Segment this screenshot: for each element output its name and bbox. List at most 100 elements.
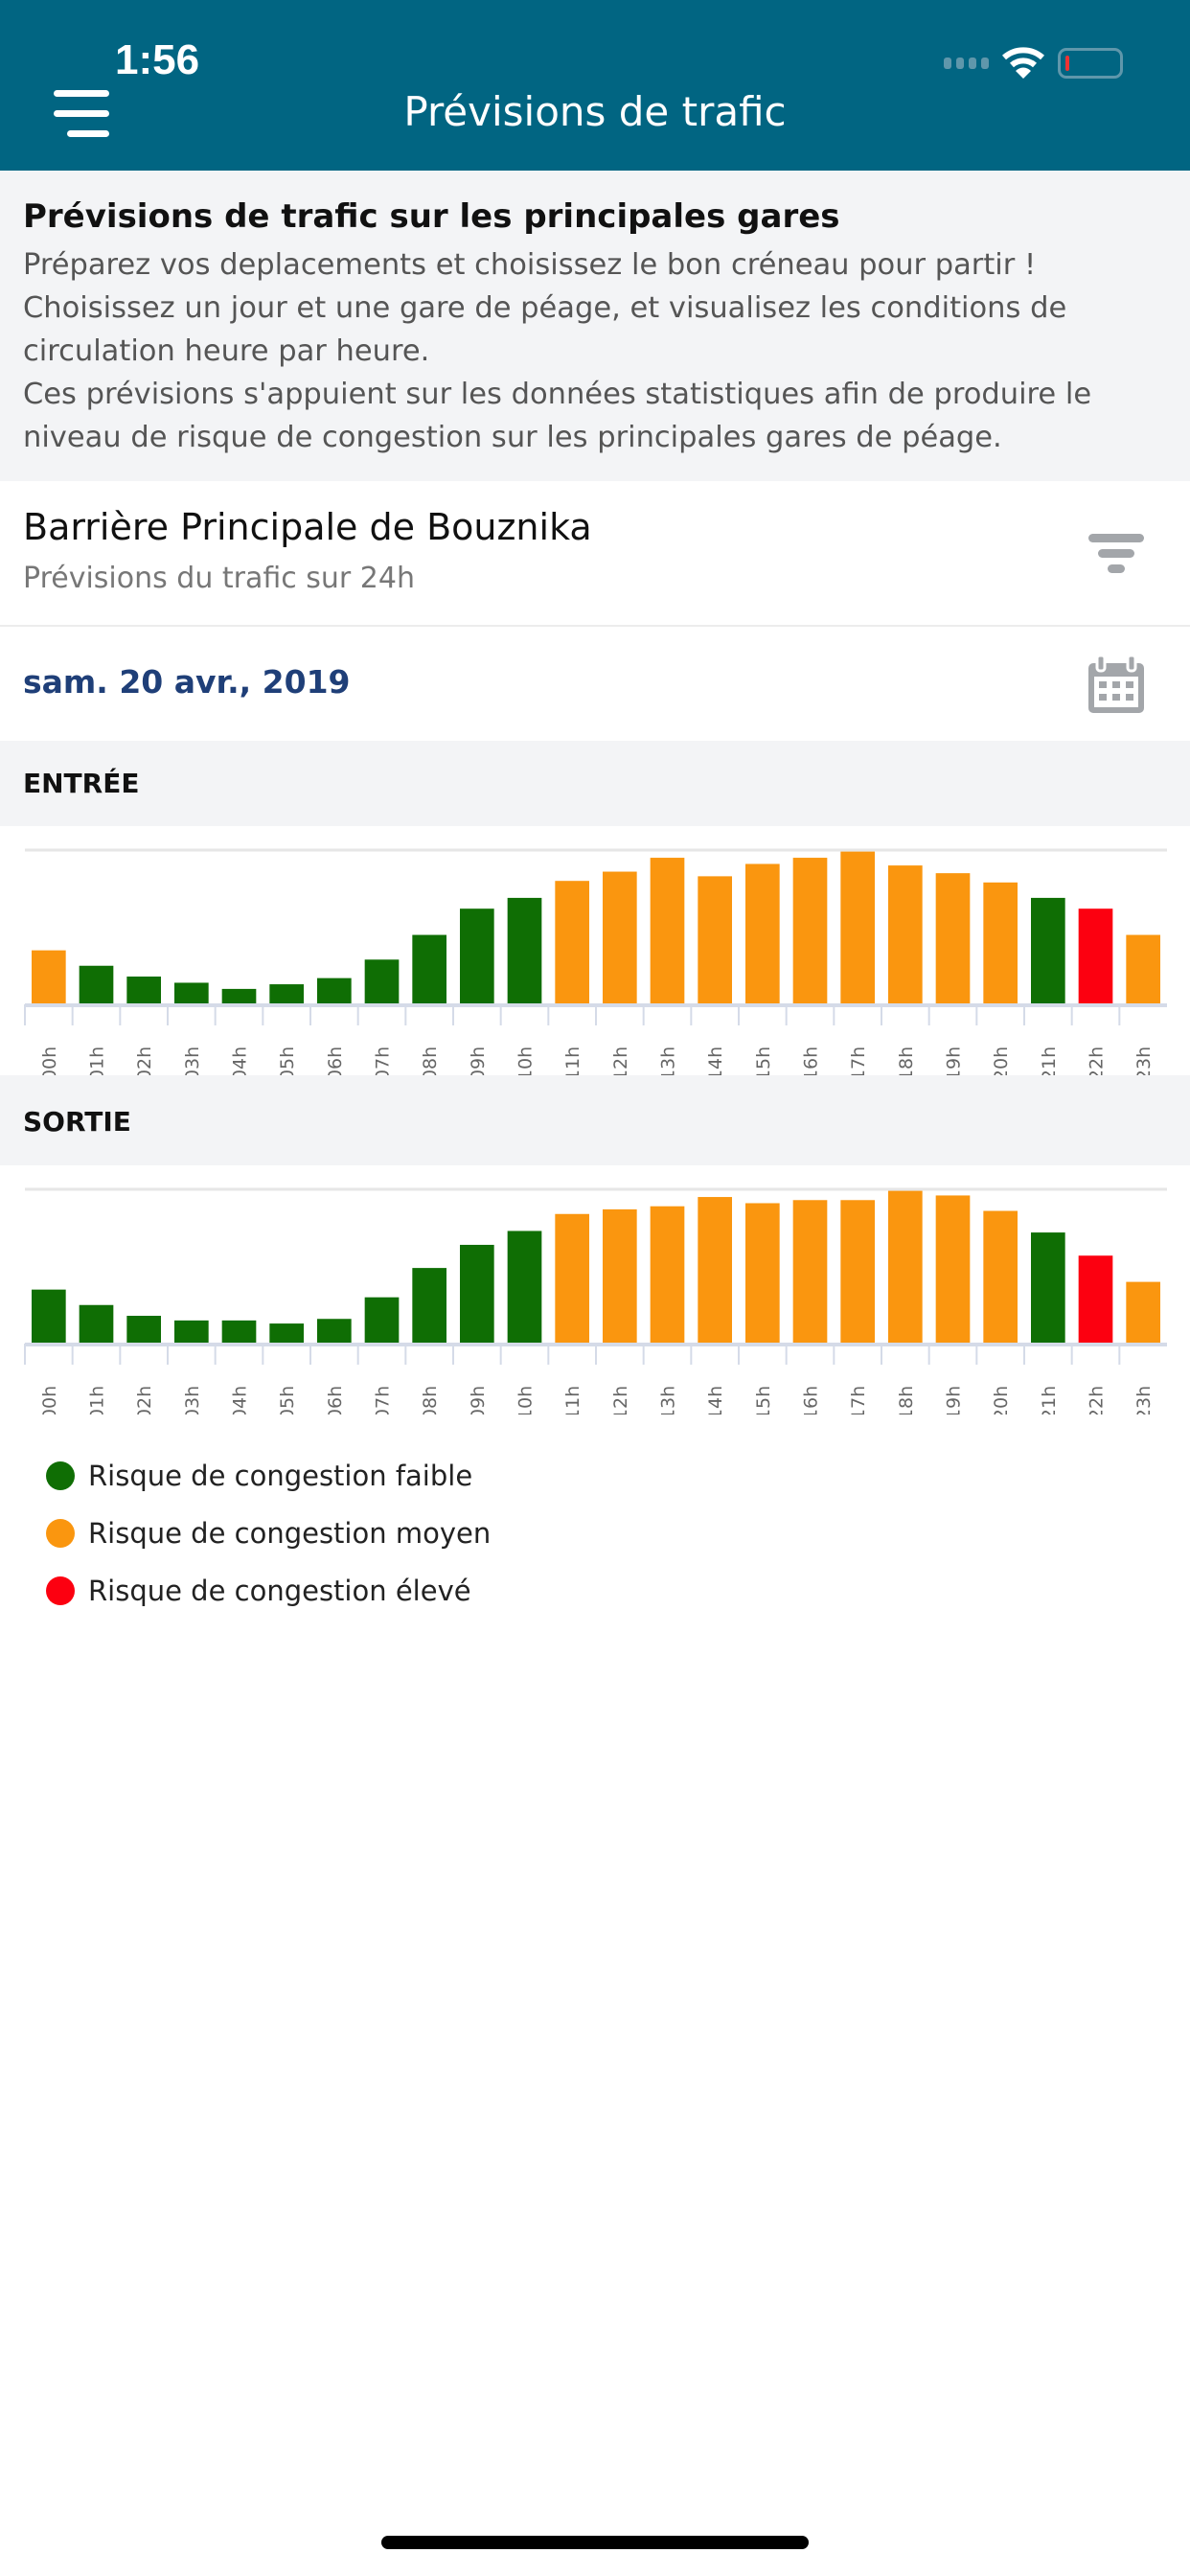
x-tick-label: 18h [896,1386,917,1414]
x-tick-label: 20h [991,1386,1012,1414]
x-tick-label: 14h [705,1386,726,1414]
bar-12h [603,1208,637,1344]
bar-22h [1078,1255,1113,1344]
x-tick-label: 15h [753,1046,774,1075]
bar-08h [412,1268,446,1344]
station-selector[interactable]: Barrière Principale de Bouznika Prévisio… [0,481,1190,627]
signal-icon [944,58,989,69]
bar-03h [174,982,209,1004]
x-tick-label: 04h [230,1386,251,1414]
bar-23h [1126,1281,1160,1344]
x-tick-label: 09h [468,1046,489,1075]
home-indicator[interactable] [381,2536,809,2549]
x-tick-label: 12h [610,1046,631,1075]
wifi-icon [1002,47,1044,79]
bar-09h [460,908,494,1004]
bar-22h [1078,908,1113,1004]
x-tick-label: 07h [373,1046,394,1075]
bar-13h [650,858,685,1004]
x-tick-label: 05h [277,1386,298,1414]
bar-07h [364,959,400,1004]
x-tick-label: 13h [658,1386,679,1414]
bar-23h [1126,934,1160,1004]
x-tick-label: 02h [134,1046,155,1075]
filter-icon[interactable] [1088,534,1146,574]
bar-20h [983,882,1018,1004]
x-tick-label: 19h [944,1046,965,1075]
x-tick-label: 14h [705,1046,726,1075]
bar-06h [317,1319,352,1344]
sortie-chart: 00h 01h 02h 03h 04h 05h 06h 07h 08h 09h 10h 11h 12h 1… [24,1187,1167,1414]
bar-21h [1031,897,1065,1004]
x-tick-label: 09h [468,1386,489,1414]
x-tick-label: 06h [325,1386,346,1414]
intro-title: Prévisions de trafic sur les principales… [23,197,840,236]
x-tick-label: 22h [1087,1046,1108,1075]
bar-10h [507,1230,542,1344]
x-tick-label: 18h [896,1046,917,1075]
x-tick-label: 23h [1133,1046,1155,1075]
bar-01h [79,965,114,1004]
bar-18h [888,1190,923,1344]
battery-icon [1058,48,1123,79]
status-time: 1:56 [115,36,200,83]
bar-03h [174,1320,209,1344]
station-name: Barrière Principale de Bouznika [23,506,592,548]
bar-06h [317,978,352,1004]
bar-11h [555,881,589,1004]
x-tick-label: 11h [562,1046,584,1075]
x-tick-label: 23h [1133,1386,1155,1414]
x-tick-label: 10h [515,1046,537,1075]
legend-dot [46,1461,75,1490]
bar-19h [935,1195,971,1344]
bar-05h [269,984,304,1004]
x-tick-label: 16h [801,1046,822,1075]
legend-item-faible: Risque de congestion faible [46,1447,491,1505]
x-tick-label: 00h [39,1046,60,1075]
bar-04h [221,988,257,1004]
sortie-title: SORTIE [23,1106,131,1138]
bar-01h [79,1304,114,1344]
legend-dot [46,1519,75,1548]
x-tick-label: 06h [325,1046,346,1075]
x-tick-label: 21h [1039,1386,1060,1414]
x-tick-label: 16h [801,1386,822,1414]
x-tick-label: 19h [944,1386,965,1414]
legend-item-eleve: Risque de congestion élevé [46,1562,491,1620]
x-tick-label: 17h [848,1386,869,1414]
bar-02h [126,1316,161,1344]
legend: Risque de congestion faible Risque de co… [46,1447,491,1620]
calendar-icon[interactable] [1088,656,1144,713]
x-tick-label: 10h [515,1386,537,1414]
bar-09h [460,1244,494,1344]
page-title: Prévisions de trafic [403,88,787,135]
bar-15h [745,863,780,1004]
bar-12h [603,871,637,1004]
selected-date: sam. 20 avr., 2019 [23,663,351,701]
bar-02h [126,977,161,1004]
legend-label: Risque de congestion faible [88,1460,473,1492]
menu-button[interactable] [50,90,109,138]
legend-label: Risque de congestion élevé [88,1575,471,1607]
bar-00h [32,1289,66,1344]
x-tick-label: 13h [658,1046,679,1075]
entree-title: ENTRÉE [23,768,140,799]
bar-21h [1031,1232,1065,1344]
date-selector[interactable]: sam. 20 avr., 2019 [0,627,1190,741]
bar-10h [507,897,542,1004]
x-tick-label: 12h [610,1386,631,1414]
bar-18h [888,865,923,1004]
entree-chart: 00h 01h 02h 03h 04h 05h 06h 07h 08h 09h 10h 11h 12h 1… [24,848,1167,1075]
bar-00h [32,950,66,1004]
bar-08h [412,934,446,1004]
bar-15h [745,1203,780,1344]
x-tick-label: 00h [39,1386,60,1414]
x-tick-label: 04h [230,1046,251,1075]
bar-17h [840,851,875,1004]
station-subtitle: Prévisions du trafic sur 24h [23,562,415,595]
x-tick-label: 17h [848,1046,869,1075]
nav-bar: 1:56 Prévisions de trafic [0,0,1190,171]
intro-panel: Prévisions de trafic sur les principales… [0,171,1190,481]
x-tick-label: 03h [182,1386,203,1414]
bar-07h [364,1297,400,1344]
